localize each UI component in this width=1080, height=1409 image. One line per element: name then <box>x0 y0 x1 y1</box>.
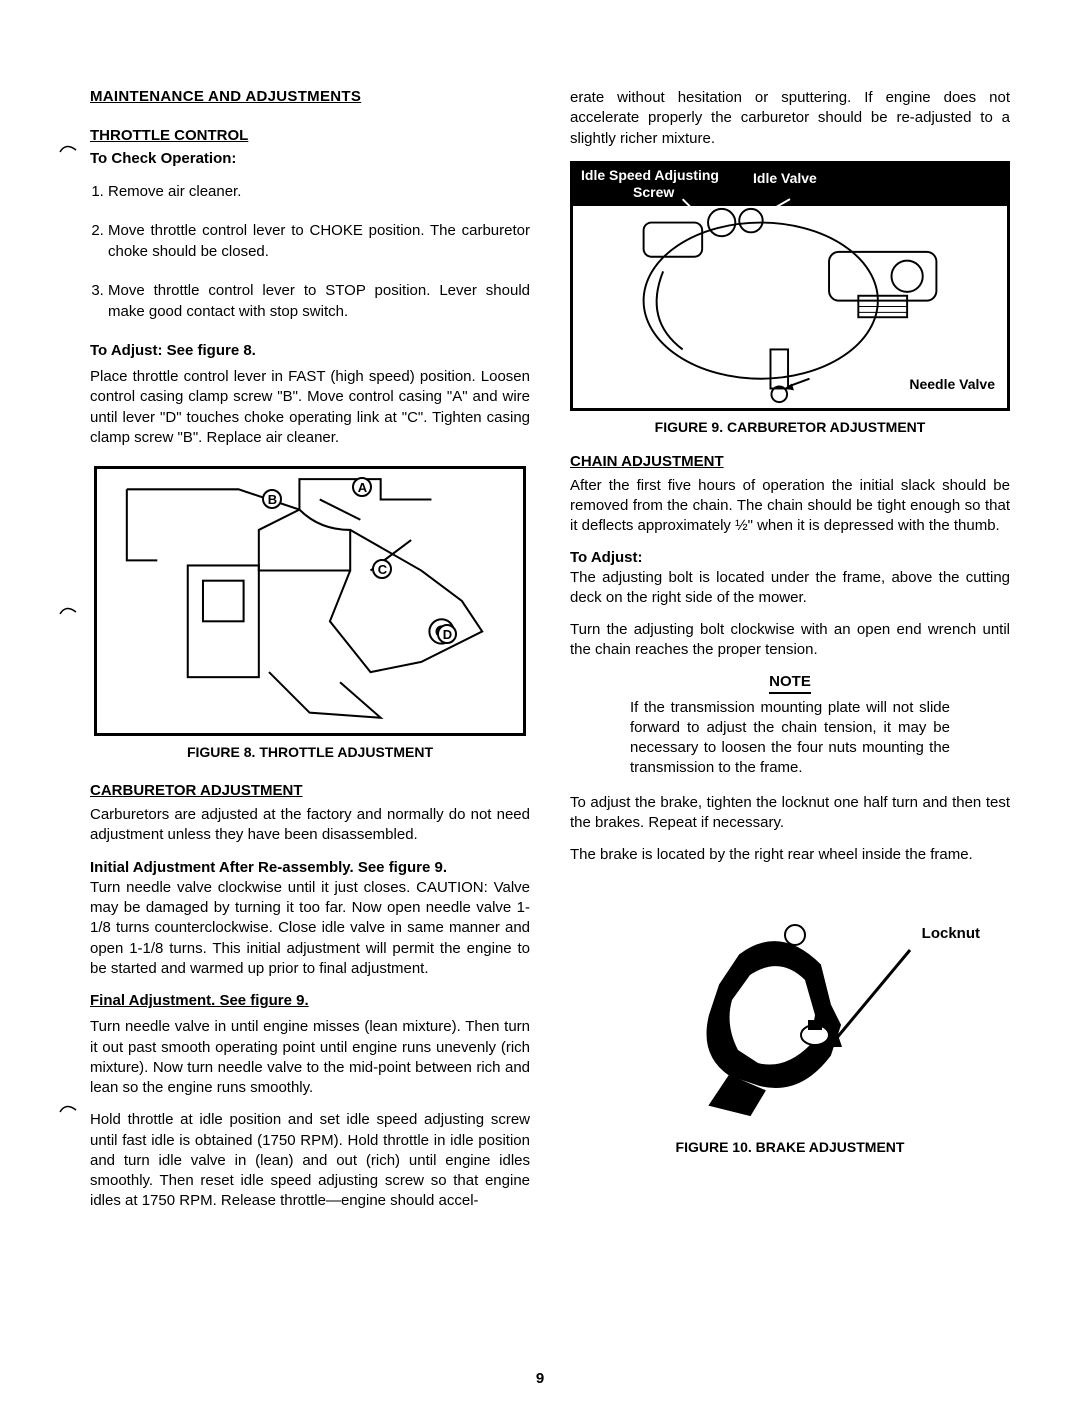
chain-body2: The adjusting bolt is located under the … <box>570 568 1010 609</box>
chain-adjust-heading: To Adjust: <box>570 549 1010 566</box>
margin-mark-icon <box>58 140 78 156</box>
figure-9-caption: FIGURE 9. CARBURETOR ADJUSTMENT <box>570 419 1010 435</box>
figure-10-box: Locknut <box>570 895 1010 1135</box>
chain-heading: CHAIN ADJUSTMENT <box>570 453 1010 470</box>
carburetor-diagram-icon <box>573 164 1007 408</box>
throttle-control-heading: THROTTLE CONTROL <box>90 127 530 144</box>
check-operation-heading: To Check Operation: <box>90 150 530 167</box>
continuation-text: erate without hesitation or sputtering. … <box>570 88 1010 149</box>
figure-8-box: A B C D <box>94 466 525 736</box>
page: MAINTENANCE AND ADJUSTMENTS THROTTLE CON… <box>0 0 1080 1409</box>
final-adjust-body1: Turn needle valve in until engine misses… <box>90 1017 530 1098</box>
final-adjust-heading-wrap: Final Adjustment. See figure 9. <box>90 991 530 1011</box>
margin-mark-icon <box>58 602 78 618</box>
step-1: Remove air cleaner. <box>108 181 530 202</box>
brake-body1: To adjust the brake, tighten the locknut… <box>570 793 1010 834</box>
page-number: 9 <box>536 1370 544 1387</box>
figure-9-box: Idle Speed Adjusting Screw Idle Valve <box>570 161 1010 411</box>
initial-adjust-block: Initial Adjustment After Re-assembly. Se… <box>90 858 530 980</box>
note-title: NOTE <box>570 673 1010 690</box>
margin-mark-icon <box>58 1100 78 1116</box>
step-3: Move throttle control lever to STOP posi… <box>108 280 530 322</box>
final-adjust-body2: Hold throttle at idle position and set i… <box>90 1110 530 1211</box>
left-column: MAINTENANCE AND ADJUSTMENTS THROTTLE CON… <box>90 88 530 1369</box>
figure-8-caption: FIGURE 8. THROTTLE ADJUSTMENT <box>90 744 530 760</box>
step-2: Move throttle control lever to CHOKE pos… <box>108 220 530 262</box>
right-column: erate without hesitation or sputtering. … <box>570 88 1010 1369</box>
check-steps-list: Remove air cleaner. Move throttle contro… <box>90 181 530 322</box>
adjust-body: Place throttle control lever in FAST (hi… <box>90 367 530 448</box>
needle-valve-label: Needle Valve <box>909 376 995 392</box>
carb-intro: Carburetors are adjusted at the factory … <box>90 805 530 846</box>
brake-body2: The brake is located by the right rear w… <box>570 845 1010 865</box>
note-body: If the transmission mounting plate will … <box>630 698 950 779</box>
chain-body3: Turn the adjusting bolt clockwise with a… <box>570 620 1010 661</box>
to-adjust-heading: To Adjust: See figure 8. <box>90 342 530 359</box>
throttle-diagram-icon <box>97 469 522 733</box>
carburetor-heading: CARBURETOR ADJUSTMENT <box>90 782 530 799</box>
initial-adjust-heading: Initial Adjustment After Re-assembly. Se… <box>90 859 447 876</box>
figure-10-caption: FIGURE 10. BRAKE ADJUSTMENT <box>570 1139 1010 1155</box>
final-adjust-heading: Final Adjustment. See figure 9. <box>90 992 309 1009</box>
section-title: MAINTENANCE AND ADJUSTMENTS <box>90 88 530 105</box>
chain-body1: After the first five hours of operation … <box>570 476 1010 537</box>
initial-adjust-body: Turn needle valve clockwise until it jus… <box>90 879 530 977</box>
locknut-label: Locknut <box>922 925 980 942</box>
